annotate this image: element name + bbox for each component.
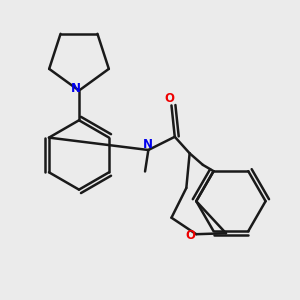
Text: O: O xyxy=(185,230,195,242)
Text: N: N xyxy=(71,82,81,95)
Text: O: O xyxy=(165,92,175,105)
Text: N: N xyxy=(143,138,153,151)
